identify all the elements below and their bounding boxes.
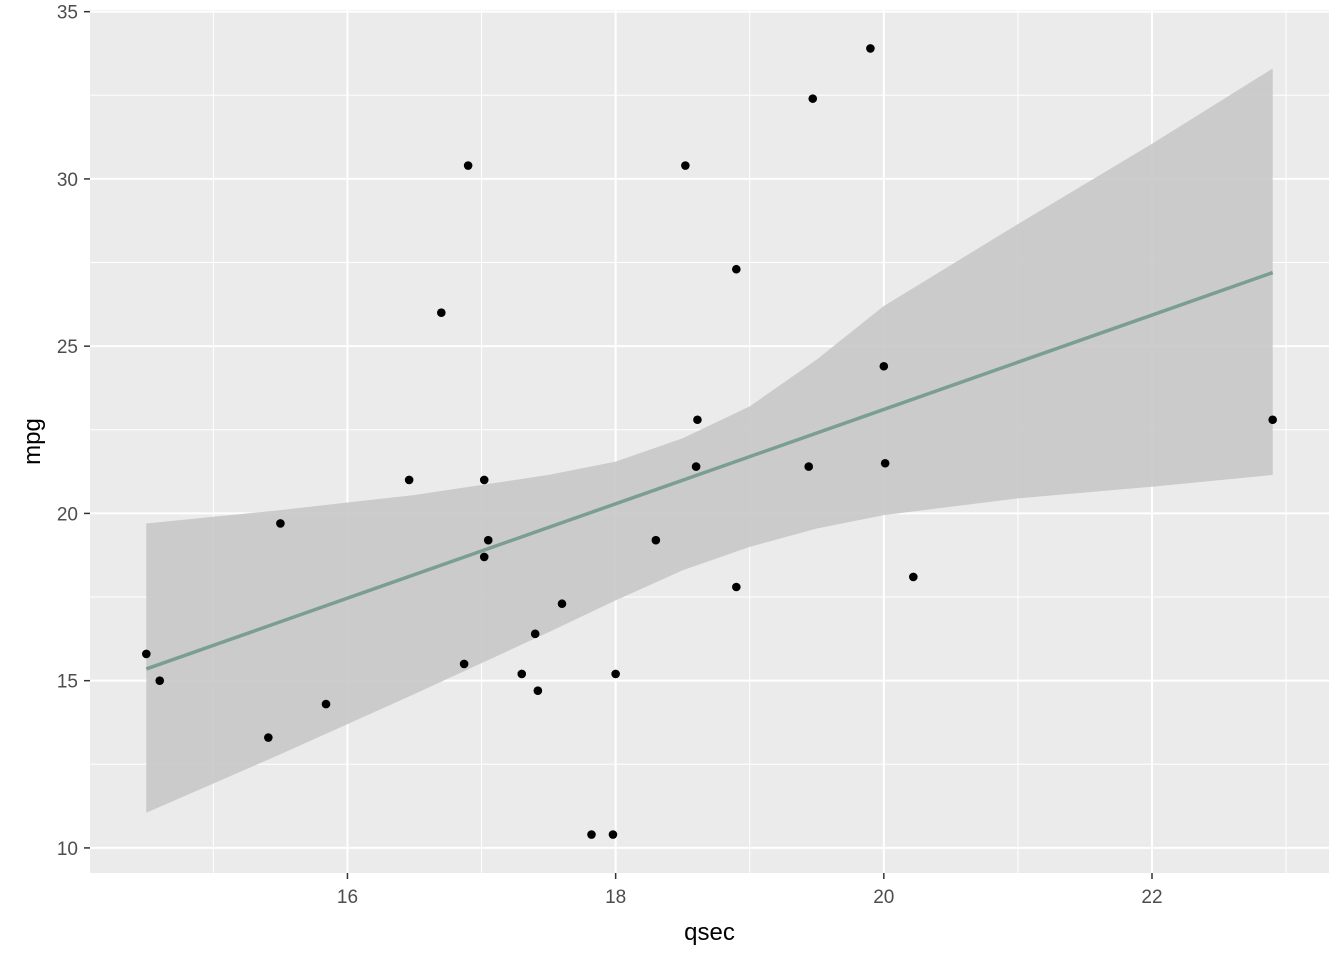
data-point: [808, 94, 818, 103]
data-point: [587, 830, 596, 839]
fit-line-layer: [145, 270, 1274, 671]
y-tick-label: 15: [57, 672, 78, 693]
data-point: [691, 462, 701, 471]
data-point: [804, 462, 814, 471]
data-point: [880, 458, 890, 468]
x-tick-label: 22: [1141, 887, 1162, 908]
data-point: [276, 519, 285, 528]
regression-line: [145, 270, 1274, 671]
data-point: [557, 599, 567, 609]
data-point: [404, 475, 414, 485]
data-point: [155, 676, 165, 685]
y-tick-label: 10: [57, 839, 78, 860]
data-point: [732, 582, 741, 592]
data-point: [463, 161, 473, 170]
x-tick-label: 18: [605, 887, 626, 908]
x-tick-label: 16: [337, 887, 358, 908]
data-point: [437, 308, 446, 318]
data-point: [681, 161, 690, 170]
points-layer: [142, 44, 1277, 839]
confidence-band: [146, 68, 1273, 813]
x-tick-labels: 16 18 20 22: [337, 887, 1163, 908]
data-point: [611, 669, 620, 679]
y-tick-labels: 10 15 20 25 30 35: [57, 3, 78, 860]
data-point: [459, 659, 469, 669]
data-point: [479, 475, 489, 485]
x-axis-title: qsec: [684, 919, 735, 946]
data-point: [879, 361, 889, 371]
data-point: [693, 415, 702, 425]
data-point: [517, 669, 527, 679]
data-point: [142, 649, 151, 659]
data-point: [608, 830, 618, 839]
data-point: [533, 686, 543, 695]
y-tick-label: 35: [57, 3, 78, 24]
axis-ticks: [84, 10, 1153, 879]
data-point: [909, 572, 918, 582]
data-point: [483, 535, 493, 545]
data-point: [732, 264, 741, 274]
y-axis-title: mpg: [19, 418, 46, 465]
y-tick-label: 25: [57, 337, 78, 358]
data-point: [651, 535, 661, 545]
y-tick-label: 30: [57, 170, 78, 191]
data-point: [479, 552, 489, 562]
data-point: [321, 699, 331, 709]
data-point: [530, 629, 540, 639]
confidence-band-layer: [146, 68, 1273, 813]
data-point: [264, 733, 273, 742]
data-point: [866, 44, 875, 53]
data-point: [1268, 415, 1277, 425]
y-tick-label: 20: [57, 504, 78, 525]
x-tick-label: 20: [873, 887, 894, 908]
